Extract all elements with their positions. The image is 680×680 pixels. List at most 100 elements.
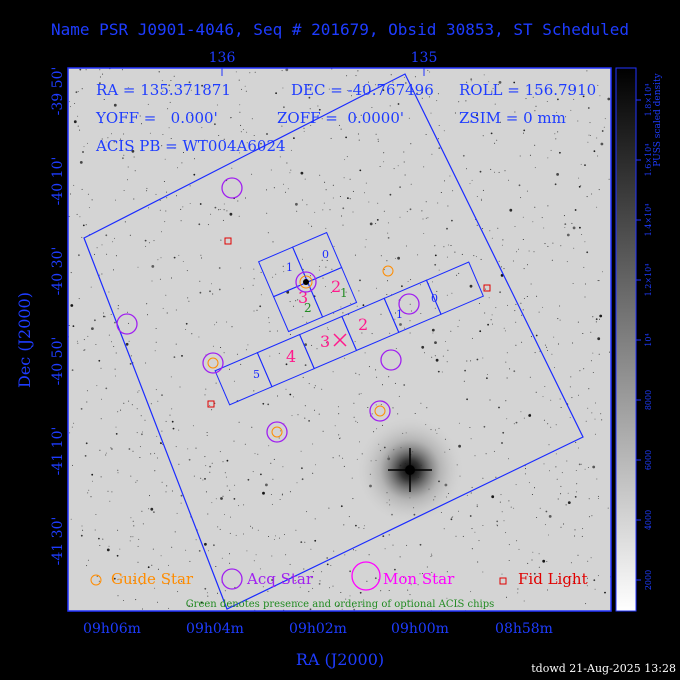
field-star: [375, 404, 377, 406]
field-star: [426, 566, 428, 568]
field-star: [546, 561, 548, 562]
field-star: [484, 288, 486, 290]
field-star: [501, 244, 503, 246]
field-star: [592, 372, 594, 373]
field-star: [490, 319, 492, 321]
field-star: [79, 68, 82, 71]
field-star: [565, 116, 567, 118]
field-star: [251, 173, 253, 175]
field-star: [304, 405, 306, 407]
field-star: [521, 341, 523, 343]
field-star: [458, 510, 459, 512]
field-star: [188, 458, 191, 461]
field-star: [81, 236, 83, 238]
field-star: [95, 514, 97, 515]
colorbar-tick-label: 8000: [644, 390, 653, 410]
field-star: [159, 209, 161, 211]
field-star: [464, 369, 466, 372]
field-star: [430, 112, 432, 114]
field-star: [518, 248, 519, 250]
field-star: [282, 466, 284, 468]
field-star: [599, 314, 603, 318]
field-star: [302, 268, 304, 270]
field-star: [223, 138, 225, 140]
field-star: [559, 398, 561, 400]
field-star: [70, 272, 72, 274]
field-star: [273, 187, 275, 189]
field-star: [180, 494, 183, 497]
field-star: [314, 385, 316, 387]
field-star: [129, 234, 131, 236]
field-star: [435, 358, 439, 362]
field-star: [597, 498, 599, 499]
field-star: [127, 166, 129, 168]
field-star: [498, 406, 500, 409]
acq-star-marker: [202, 352, 224, 374]
field-star: [101, 138, 103, 140]
field-star: [503, 268, 505, 270]
field-star: [422, 218, 424, 220]
field-star: [602, 271, 603, 273]
field-star: [395, 348, 397, 349]
field-star: [99, 82, 101, 84]
field-star: [223, 203, 225, 205]
field-star: [175, 309, 177, 311]
field-star: [308, 223, 310, 225]
field-star: [130, 475, 132, 477]
field-star: [394, 257, 396, 259]
field-star: [87, 335, 89, 337]
field-star: [349, 595, 351, 597]
field-star: [173, 75, 175, 77]
field-star: [462, 535, 464, 537]
field-star: [321, 571, 323, 573]
field-star: [306, 321, 308, 323]
field-star: [478, 540, 480, 542]
field-star: [388, 376, 390, 378]
field-star: [77, 91, 79, 93]
field-star: [138, 390, 140, 392]
field-star: [117, 305, 119, 307]
field-star: [247, 344, 249, 346]
field-star: [165, 210, 167, 212]
field-star: [241, 88, 242, 90]
bottom-tick-label: 09h06m: [83, 621, 141, 637]
field-star: [409, 320, 411, 322]
field-star: [403, 161, 405, 163]
field-star: [469, 121, 471, 123]
left-tick-label: -40 50': [50, 337, 66, 386]
field-star: [85, 224, 87, 226]
field-star: [325, 286, 326, 287]
field-star: [484, 312, 486, 314]
field-star: [389, 332, 391, 334]
field-star: [572, 226, 576, 230]
field-star: [188, 605, 191, 607]
field-star: [559, 319, 561, 321]
field-star: [251, 118, 253, 120]
field-star: [358, 393, 360, 395]
field-star: [495, 476, 497, 478]
field-star: [123, 600, 124, 601]
field-star: [91, 473, 94, 476]
field-star: [115, 426, 117, 428]
field-star: [117, 469, 119, 471]
field-star: [437, 370, 440, 373]
field-star: [239, 152, 241, 154]
field-star: [365, 239, 367, 241]
field-star: [353, 608, 356, 611]
field-star: [569, 417, 571, 419]
field-star: [137, 561, 139, 563]
field-star: [219, 209, 221, 210]
field-star: [564, 223, 567, 226]
bottom-tick-label: 09h00m: [391, 621, 449, 637]
field-star: [102, 73, 104, 75]
field-star: [233, 380, 235, 382]
field-star: [417, 254, 419, 256]
field-star: [101, 122, 103, 124]
field-star: [397, 256, 400, 260]
field-star: [584, 164, 586, 167]
field-star: [461, 253, 463, 255]
field-star: [204, 542, 207, 546]
field-star: [162, 90, 164, 92]
field-star: [475, 256, 477, 258]
